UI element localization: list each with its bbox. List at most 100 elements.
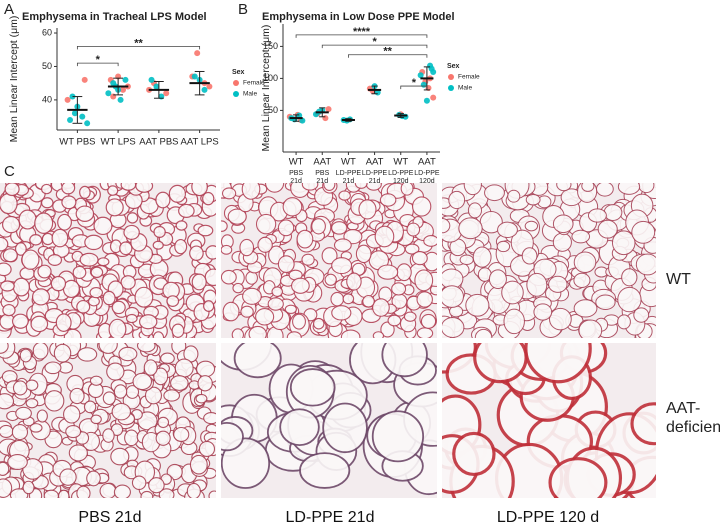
alveolus <box>40 197 54 209</box>
alveolus <box>525 193 541 206</box>
alveolus <box>412 196 432 217</box>
alveolus <box>178 203 195 219</box>
alveolus <box>222 301 240 322</box>
data-point <box>117 96 124 103</box>
significance-bracket <box>295 34 428 38</box>
alveolus <box>84 234 104 251</box>
alveolus <box>61 183 76 195</box>
alveolus <box>14 242 27 256</box>
x-tick-label: AAT <box>313 157 331 168</box>
alveolus <box>621 268 638 287</box>
alveolus <box>90 414 102 425</box>
alveolus <box>53 343 72 363</box>
chart-title: Emphysema in Tracheal LPS Model <box>22 11 207 23</box>
x-tick-label: 21d <box>343 178 355 185</box>
alveolus <box>507 189 521 203</box>
alveolus <box>15 406 32 420</box>
alveolus <box>301 253 315 266</box>
alveolus <box>581 183 595 192</box>
alveolus <box>597 219 618 239</box>
alveolus <box>458 217 483 240</box>
significance-label: ** <box>383 46 392 58</box>
alveolus <box>0 393 15 410</box>
alveolus <box>296 229 314 249</box>
alveolus <box>113 384 128 399</box>
alveolus <box>173 426 190 443</box>
alveolus <box>148 477 165 494</box>
alveolus <box>264 183 285 193</box>
alveolus <box>86 470 101 487</box>
alveolus <box>241 183 261 200</box>
alveolus <box>11 313 29 329</box>
alveolus <box>120 275 136 290</box>
alveolus <box>97 257 110 267</box>
histology-image <box>442 183 656 338</box>
alveolus <box>452 431 496 477</box>
y-axis-label: Mean Linear Intercept (μm) <box>8 16 20 143</box>
alveolus <box>61 195 77 210</box>
alveolus <box>423 235 437 247</box>
data-point <box>322 115 329 122</box>
alveolus <box>331 221 348 235</box>
alveolus <box>312 317 325 330</box>
data-point <box>296 112 303 119</box>
alveolus <box>420 313 437 329</box>
alveolus <box>191 183 208 197</box>
histology-image <box>221 343 437 498</box>
alveolus <box>448 190 466 210</box>
alveolus <box>90 266 104 279</box>
data-point <box>120 86 127 93</box>
alveolus <box>44 390 65 412</box>
alveolus <box>175 220 188 231</box>
alveolus <box>463 183 482 196</box>
alveolus <box>12 380 28 396</box>
alveolus <box>102 391 116 406</box>
row-label: AAT-deficient <box>666 400 720 436</box>
data-point <box>122 76 129 83</box>
alveolus <box>174 358 194 378</box>
alveolus <box>372 331 385 338</box>
alveolus <box>496 240 511 253</box>
alveolus <box>93 216 113 236</box>
legend-title: Sex <box>447 63 460 70</box>
alveolus <box>134 286 154 308</box>
alveolus <box>7 453 28 471</box>
alveolus <box>0 424 14 439</box>
alveolus <box>548 457 608 498</box>
legend-label: Female <box>458 74 480 81</box>
alveolus <box>267 297 284 311</box>
alveolus <box>221 269 237 285</box>
alveolus <box>533 303 553 321</box>
panel-label: C <box>4 163 15 180</box>
alveolus <box>416 291 433 308</box>
alveolus <box>158 488 175 498</box>
alveolus <box>548 275 568 293</box>
alveolus <box>123 224 140 240</box>
alveolus <box>501 280 524 305</box>
alveolus <box>197 224 214 237</box>
alveolus <box>371 410 425 463</box>
alveolus <box>396 263 412 282</box>
x-tick-label: 120d <box>393 178 409 185</box>
data-point <box>430 94 437 101</box>
alveolus <box>89 286 104 299</box>
alveolus <box>324 273 337 286</box>
data-point <box>201 86 208 93</box>
alveolus <box>231 328 245 338</box>
alveolus <box>18 209 37 230</box>
column-label: PBS 21d <box>78 509 142 526</box>
alveolus <box>331 257 353 275</box>
x-tick-label: WT PBS <box>59 137 95 148</box>
x-tick-label: WT <box>289 157 304 168</box>
alveolus <box>331 305 352 321</box>
x-tick-label: 120d <box>419 178 435 185</box>
alveolus <box>342 293 355 305</box>
histology-image <box>0 343 216 498</box>
alveolus <box>143 359 158 376</box>
alveolus <box>63 405 81 424</box>
alveolus <box>227 208 247 225</box>
alveolus <box>286 331 302 338</box>
alveolus <box>633 307 650 323</box>
x-tick-label: WT LPS <box>101 137 136 148</box>
